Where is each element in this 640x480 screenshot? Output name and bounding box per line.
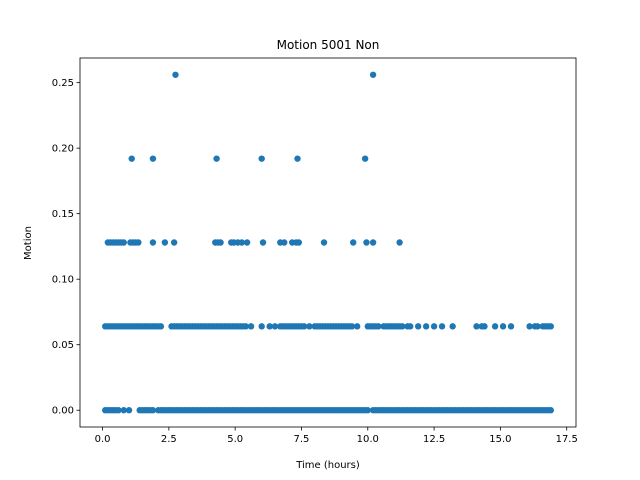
- data-point: [353, 323, 361, 330]
- x-axis-label: Time (hours): [295, 460, 360, 471]
- data-point: [258, 155, 265, 162]
- data-point: [172, 71, 179, 78]
- x-tick-label: 10.0: [357, 434, 379, 445]
- data-point: [350, 239, 357, 246]
- data-point: [507, 323, 515, 330]
- data-point: [499, 323, 507, 330]
- data-point: [149, 407, 157, 414]
- data-point: [120, 407, 127, 414]
- data-point: [407, 323, 414, 330]
- data-point: [369, 239, 377, 246]
- data-point: [364, 407, 371, 414]
- data-point: [526, 323, 533, 330]
- data-point: [271, 323, 279, 330]
- data-point: [399, 323, 406, 330]
- data-point: [238, 239, 245, 246]
- data-point: [247, 323, 255, 330]
- chart-title: Motion 5001 Non: [277, 38, 380, 52]
- plot-area-frame: [79, 57, 577, 428]
- data-point: [306, 323, 313, 330]
- data-point: [547, 323, 554, 330]
- data-point: [449, 323, 456, 330]
- data-point: [361, 155, 369, 162]
- data-point: [149, 155, 157, 162]
- data-point: [295, 239, 303, 246]
- data-point: [491, 323, 499, 330]
- y-tick-label: 0.20: [52, 144, 74, 155]
- data-point: [369, 71, 377, 78]
- y-tick-label: 0.10: [52, 275, 74, 286]
- data-point: [259, 239, 267, 246]
- data-point: [170, 239, 178, 246]
- y-axis-label: Motion: [23, 226, 34, 260]
- x-axis-ticks: 0.0 2.5 5.0 7.5 10.0 12.5 15.0 17.5: [95, 427, 578, 445]
- data-point: [242, 323, 249, 330]
- x-tick-label: 7.5: [294, 434, 310, 445]
- data-point: [128, 155, 135, 162]
- data-point: [149, 239, 157, 246]
- data-point: [473, 323, 480, 330]
- y-tick-label: 0.15: [52, 209, 74, 220]
- x-tick-label: 0.0: [95, 434, 111, 445]
- data-point: [120, 239, 127, 246]
- x-tick-label: 2.5: [161, 434, 177, 445]
- data-point: [430, 323, 438, 330]
- data-point: [320, 239, 328, 246]
- data-point: [363, 239, 370, 246]
- data-point: [414, 323, 422, 330]
- data-point: [547, 407, 554, 414]
- data-point: [281, 239, 288, 246]
- data-point: [294, 155, 301, 162]
- data-point: [135, 239, 142, 246]
- y-tick-label: 0.05: [52, 340, 74, 351]
- data-point: [157, 323, 165, 330]
- data-point: [375, 323, 382, 330]
- data-point: [243, 239, 251, 246]
- x-tick-label: 12.5: [423, 434, 445, 445]
- y-tick-label: 0.25: [52, 78, 74, 89]
- data-point: [396, 239, 403, 246]
- data-point: [213, 155, 220, 162]
- data-points: [102, 71, 554, 414]
- data-point: [438, 323, 446, 330]
- x-tick-label: 17.5: [556, 434, 578, 445]
- data-point: [258, 323, 265, 330]
- x-tick-label: 15.0: [489, 434, 511, 445]
- y-axis-ticks: 0.00 0.05 0.10 0.15 0.20 0.25: [52, 78, 80, 417]
- data-point: [534, 323, 541, 330]
- data-point: [115, 407, 122, 414]
- data-point: [348, 323, 356, 330]
- data-point: [266, 323, 273, 330]
- data-point: [481, 323, 488, 330]
- data-point: [125, 407, 133, 414]
- x-tick-label: 5.0: [227, 434, 243, 445]
- data-point: [422, 323, 430, 330]
- data-point: [300, 323, 308, 330]
- y-tick-label: 0.00: [52, 406, 74, 417]
- data-point: [217, 239, 224, 246]
- data-point: [161, 239, 169, 246]
